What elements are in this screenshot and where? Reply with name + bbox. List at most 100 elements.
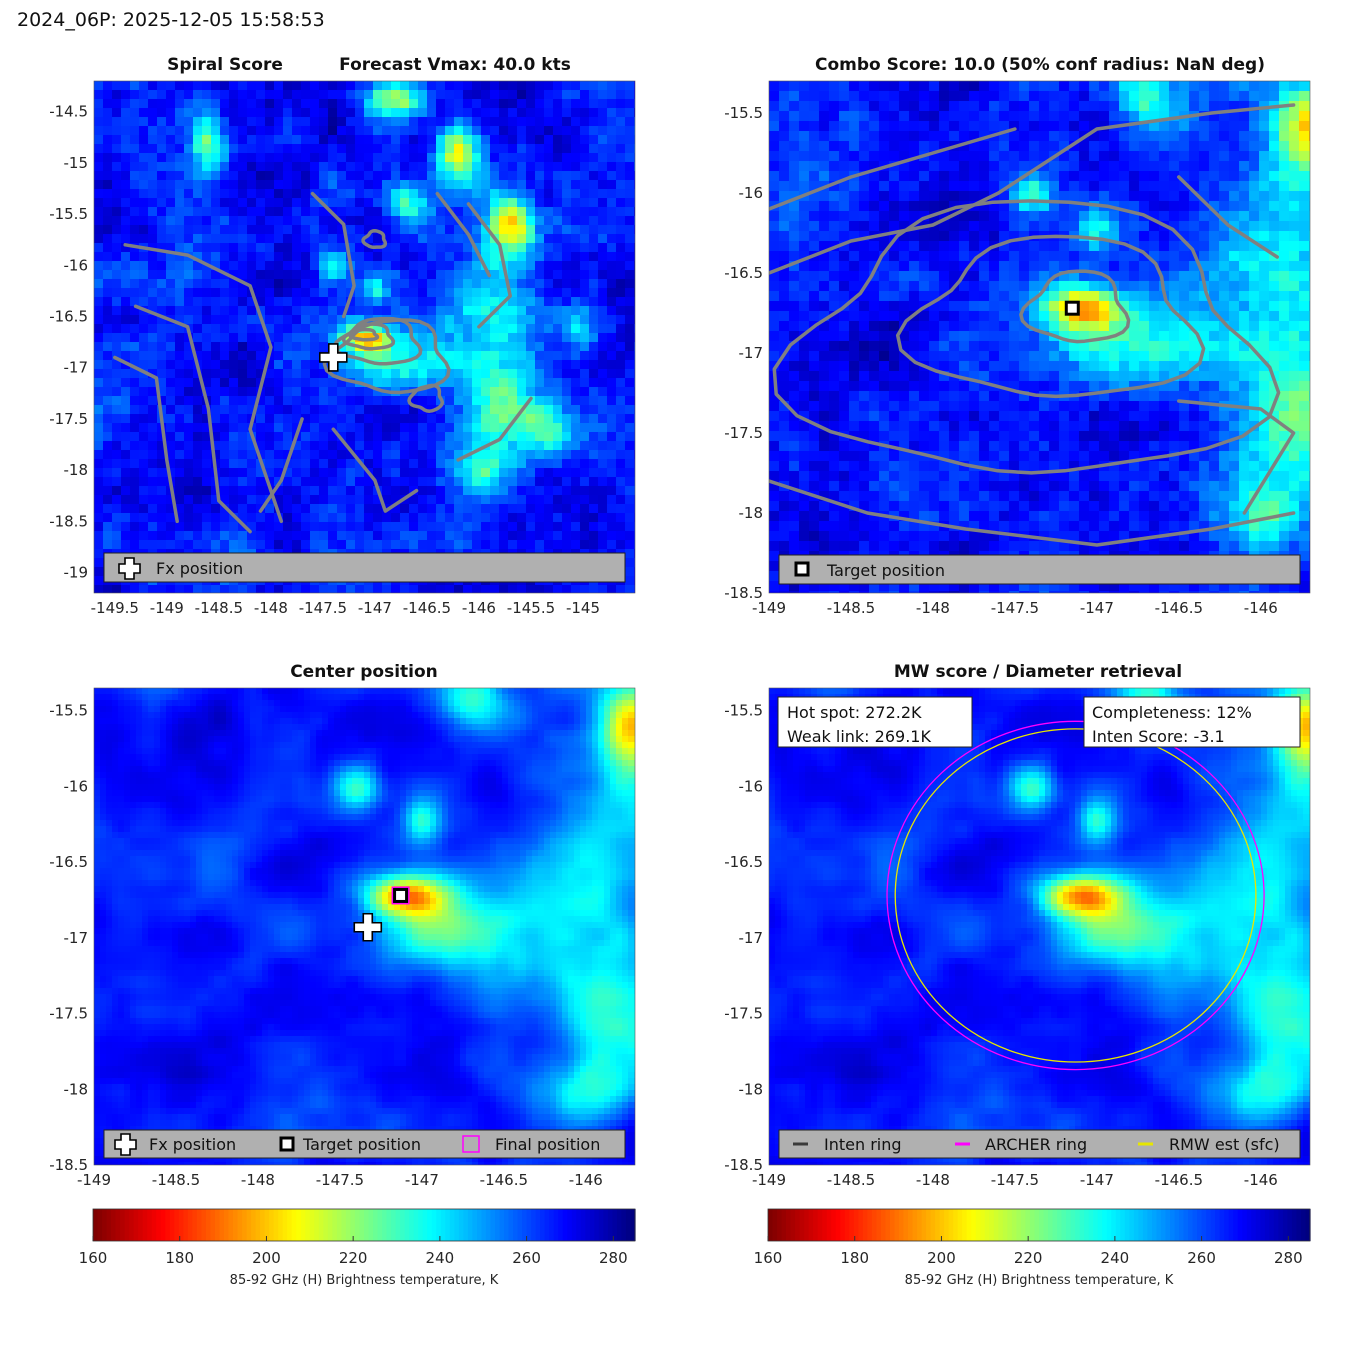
heatmap-cell <box>373 126 383 136</box>
heatmap-cell <box>175 243 185 253</box>
heatmap-cell <box>959 221 970 232</box>
heatmap-cell <box>819 261 830 272</box>
heatmap-cell <box>157 126 167 136</box>
heatmap-cell <box>364 297 374 307</box>
heatmap-cell <box>553 117 563 127</box>
heatmap-cell <box>283 99 293 109</box>
heatmap-cell <box>571 234 581 244</box>
heatmap-cell <box>301 495 311 505</box>
heatmap-cell <box>1089 341 1100 352</box>
heatmap-cell <box>919 291 930 302</box>
heatmap-cell <box>175 459 185 469</box>
heatmap-cell <box>879 151 890 162</box>
heatmap-cell <box>1269 181 1280 192</box>
heatmap-cell <box>535 396 545 406</box>
heatmap-cell <box>436 423 446 433</box>
heatmap-cell <box>220 522 230 532</box>
heatmap-cell <box>274 306 284 316</box>
heatmap-cell <box>130 315 140 325</box>
heatmap-cell <box>481 450 491 460</box>
heatmap-cell <box>939 281 950 292</box>
heatmap-cell <box>1239 311 1250 322</box>
heatmap-cell <box>1289 151 1300 162</box>
heatmap-cell <box>1159 341 1170 352</box>
heatmap-cell <box>292 378 302 388</box>
heatmap-cell <box>292 360 302 370</box>
heatmap-cell <box>580 369 590 379</box>
heatmap-cell <box>490 126 500 136</box>
heatmap-cell <box>292 90 302 100</box>
heatmap-cell <box>553 198 563 208</box>
heatmap-cell <box>436 171 446 181</box>
heatmap-cell <box>969 341 980 352</box>
heatmap-cell <box>598 153 608 163</box>
heatmap-cell <box>607 396 617 406</box>
heatmap-cell <box>1079 301 1090 312</box>
heatmap-cell <box>355 531 365 541</box>
heatmap-cell <box>1259 201 1270 212</box>
heatmap-cell <box>472 441 482 451</box>
heatmap-cell <box>562 207 572 217</box>
heatmap-cell <box>526 144 536 154</box>
heatmap-cell <box>1259 311 1270 322</box>
heatmap-cell <box>1309 311 1310 322</box>
heatmap-cell <box>418 495 428 505</box>
heatmap-cell <box>769 151 780 162</box>
heatmap-cell <box>337 414 347 424</box>
heatmap-cell <box>535 117 545 127</box>
heatmap-cell <box>229 144 239 154</box>
heatmap-cell <box>427 126 437 136</box>
spiral-contour <box>456 396 533 462</box>
heatmap-cell <box>535 387 545 397</box>
heatmap-cell <box>819 191 830 202</box>
heatmap-cell <box>1019 181 1030 192</box>
heatmap-cell <box>445 414 455 424</box>
spiral-score-panel: Spiral Score Forecast Vmax: 40.0 kts -14… <box>49 55 636 617</box>
heatmap-cell <box>499 468 509 478</box>
spiral-contour <box>435 191 492 278</box>
heatmap-cell <box>1049 261 1060 272</box>
heatmap-cell <box>400 468 410 478</box>
heatmap-cell <box>292 261 302 271</box>
heatmap-cell <box>274 387 284 397</box>
heatmap-cell <box>139 396 149 406</box>
heatmap-cell <box>989 321 1000 332</box>
heatmap-cell <box>598 522 608 532</box>
heatmap-cell <box>193 225 203 235</box>
heatmap-cell <box>409 153 419 163</box>
heatmap-cell <box>1249 241 1260 252</box>
heatmap-cell <box>1249 251 1260 262</box>
heatmap-cell <box>256 342 266 352</box>
heatmap-cell <box>427 495 437 505</box>
heatmap-cell <box>94 504 104 514</box>
heatmap-cell <box>598 243 608 253</box>
heatmap-cell <box>526 342 536 352</box>
heatmap-cell <box>283 513 293 523</box>
heatmap-cell <box>337 504 347 514</box>
heatmap-cell <box>157 189 167 199</box>
heatmap-cell <box>580 324 590 334</box>
heatmap-cell <box>959 91 970 102</box>
heatmap-cell <box>238 387 248 397</box>
heatmap-cell <box>535 351 545 361</box>
heatmap-cell <box>919 271 930 282</box>
heatmap-cell <box>508 288 518 298</box>
heatmap-cell <box>589 180 599 190</box>
heatmap-cell <box>879 81 890 92</box>
heatmap-cell <box>247 396 257 406</box>
heatmap-cell <box>553 342 563 352</box>
heatmap-cell <box>607 468 617 478</box>
heatmap-cell <box>247 450 257 460</box>
heatmap-cell <box>319 369 329 379</box>
heatmap-cell <box>364 423 374 433</box>
heatmap-cell <box>799 301 810 312</box>
heatmap-cell <box>1089 221 1100 232</box>
heatmap-cell <box>869 141 880 152</box>
heatmap-cell <box>553 306 563 316</box>
heatmap-cell <box>382 378 392 388</box>
heatmap-cell <box>969 191 980 202</box>
heatmap-cell <box>103 396 113 406</box>
heatmap-cell <box>445 585 455 593</box>
heatmap-cell <box>535 126 545 136</box>
heatmap-cell <box>1199 331 1210 342</box>
